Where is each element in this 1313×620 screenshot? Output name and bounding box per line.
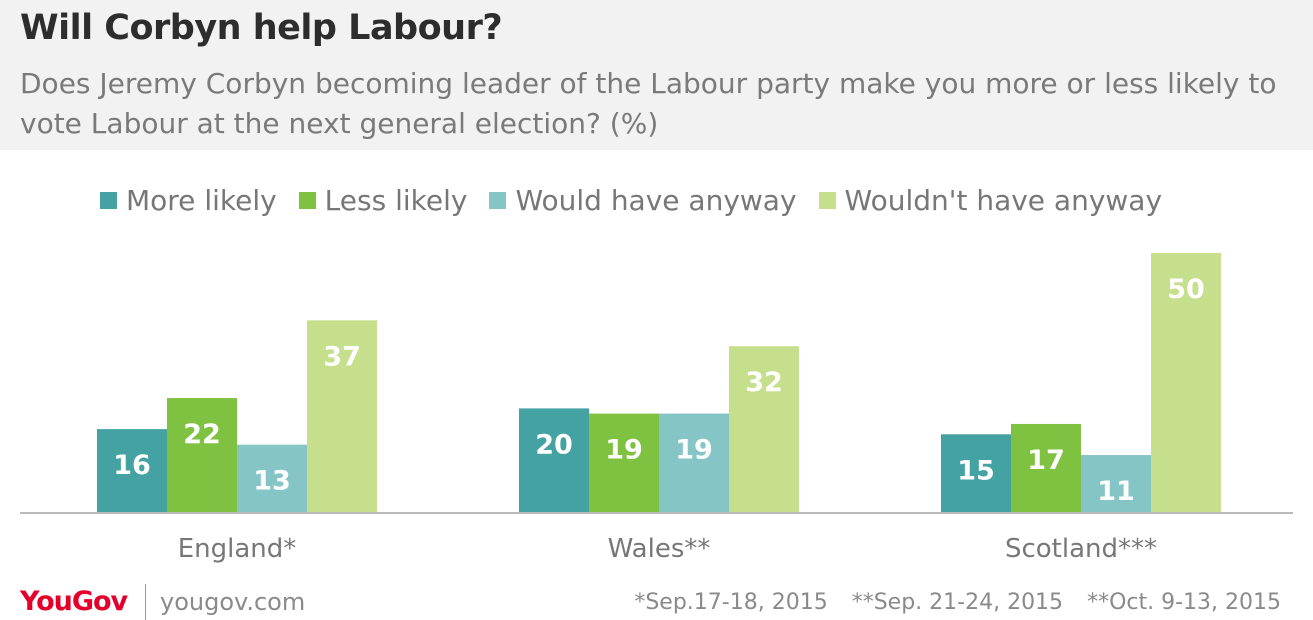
bar-scotland-would-have-anyway — [1081, 455, 1151, 512]
data-label-wales-wouldnt-have-anyway: 32 — [745, 367, 783, 398]
data-label-england-more-likely: 16 — [113, 450, 151, 481]
legend-item-less-likely: Less likely — [298, 183, 468, 217]
category-label-wales: Wales** — [608, 534, 711, 564]
data-label-scotland-wouldnt-have-anyway: 50 — [1167, 274, 1205, 305]
category-label-england: England* — [178, 534, 297, 564]
data-label-scotland-would-have-anyway: 11 — [1097, 476, 1135, 507]
data-label-wales-would-have-anyway: 19 — [675, 435, 713, 466]
legend-swatch-wouldnt-have-anyway — [818, 191, 836, 209]
legend-label-wouldnt-have-anyway: Wouldn't have anyway — [844, 183, 1163, 217]
bar-wales-wouldnt-have-anyway — [729, 346, 799, 512]
bar-scotland-less-likely — [1011, 423, 1081, 512]
data-label-england-would-have-anyway: 13 — [253, 466, 291, 497]
bar-england-more-likely — [97, 429, 167, 512]
data-label-scotland-less-likely: 17 — [1027, 445, 1065, 476]
legend-label-less-likely: Less likely — [324, 183, 468, 217]
legend-swatch-more-likely — [100, 191, 117, 209]
bar-wales-less-likely — [589, 413, 659, 512]
bar-scotland-wouldnt-have-anyway — [1151, 253, 1221, 512]
legend-item-would-have-anyway: Would have anyway — [489, 183, 797, 217]
data-label-wales-more-likely: 20 — [535, 429, 573, 460]
footnote-england: *Sep.17-18, 2015 — [634, 590, 828, 615]
bar-england-would-have-anyway — [237, 444, 307, 512]
footer-divider — [145, 584, 146, 620]
legend-item-more-likely: More likely — [100, 184, 277, 217]
bar-wales-would-have-anyway — [659, 413, 729, 512]
bar-england-wouldnt-have-anyway — [307, 320, 377, 512]
legend-swatch-less-likely — [298, 191, 316, 209]
data-label-england-wouldnt-have-anyway: 37 — [323, 341, 361, 372]
yougov-logo: YouGov — [20, 586, 128, 617]
legend-label-more-likely: More likely — [126, 183, 277, 217]
bar-scotland-more-likely — [941, 434, 1011, 512]
category-label-scotland: Scotland*** — [1005, 534, 1157, 564]
data-label-wales-less-likely: 19 — [605, 435, 643, 466]
footnotes: *Sep.17-18, 2015 **Sep. 21-24, 2015 **Oc… — [610, 590, 1281, 615]
chart-subtitle: Does Jeremy Corbyn becoming leader of th… — [20, 67, 1277, 140]
footnote-scotland: **Oct. 9-13, 2015 — [1087, 590, 1281, 615]
data-label-scotland-more-likely: 15 — [957, 455, 995, 486]
bar-england-less-likely — [167, 398, 237, 512]
chart-legend: More likely Less likely Would have anywa… — [100, 180, 1184, 220]
legend-item-wouldnt-have-anyway: Wouldn't have anyway — [818, 183, 1163, 217]
chart-title: Will Corbyn help Labour? — [20, 8, 503, 48]
legend-label-would-have-anyway: Would have anyway — [515, 183, 797, 217]
footnote-wales: **Sep. 21-24, 2015 — [851, 590, 1064, 615]
header-band: Will Corbyn help Labour? Does Jeremy Cor… — [0, 0, 1313, 150]
data-label-england-less-likely: 22 — [183, 419, 221, 450]
legend-swatch-would-have-anyway — [489, 191, 507, 209]
bar-wales-more-likely — [519, 408, 589, 512]
footer-url: yougov.com — [160, 588, 306, 616]
